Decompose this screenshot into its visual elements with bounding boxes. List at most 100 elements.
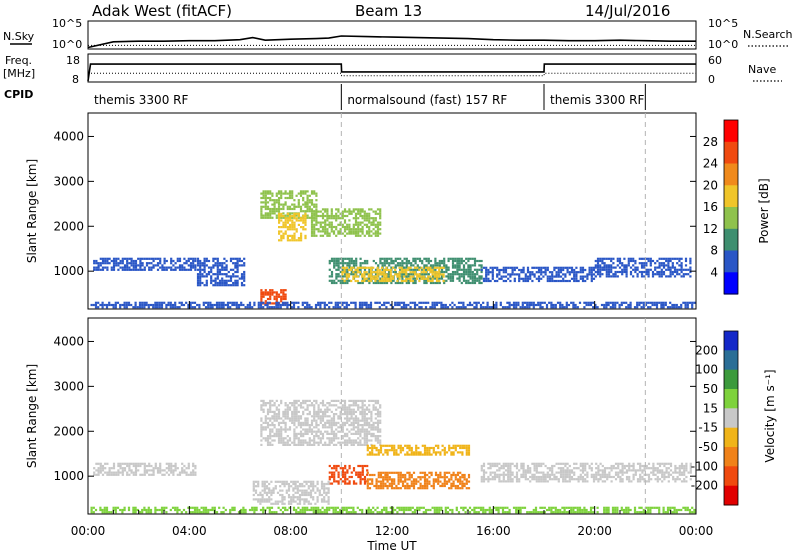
range-gate-cell [367,306,370,309]
range-gate-cell [522,471,525,474]
range-gate-cell [200,506,203,509]
range-gate-cell [356,268,359,272]
range-gate-cell [393,449,396,452]
range-gate-cell [363,415,366,418]
range-gate-cell [270,306,274,309]
freq-left-unit: [MHz] [3,67,35,80]
range-gate-cell [310,192,314,195]
range-gate-cell [643,275,646,278]
range-gate-cell [399,471,402,474]
range-gate-cell [346,257,349,260]
range-gate-cell [456,487,460,490]
range-gate-cell [372,275,375,278]
range-gate-cell [395,451,398,454]
range-gate-cell [277,210,281,213]
range-gate-cell [434,453,438,456]
range-gate-cell [572,303,575,307]
range-gate-cell [520,277,523,280]
range-gate-cell [260,439,263,442]
range-gate-cell [317,228,320,231]
range-gate-cell [400,268,403,272]
range-gate-cell [361,214,364,218]
range-gate-cell [243,257,246,260]
range-gate-cell [678,259,681,263]
range-gate-cell [193,306,197,309]
range-gate-cell [535,469,538,472]
range-gate-cell [640,257,644,260]
range-gate-cell [335,404,338,407]
range-gate-cell [363,421,366,424]
range-gate-cell [335,464,338,468]
range-gate-cell [315,194,318,197]
range-gate-cell [426,451,429,454]
range-gate-cell [502,279,505,283]
range-gate-cell [592,266,596,269]
noise-lines [87,35,696,49]
range-gate-cell [337,415,340,418]
range-gate-cell [218,270,222,274]
range-gate-cell [566,480,569,483]
range-gate-cell [410,264,413,267]
range-gate-cell [337,437,340,440]
range-gate-cell [352,259,356,263]
range-gate-cell [346,469,349,472]
range-gate-cell [313,408,316,411]
range-gate-cell [656,480,659,483]
range-gate-cell [429,275,432,278]
range-gate-cell [172,259,175,263]
range-gate-cell [317,415,320,418]
range-gate-cell [507,475,510,479]
range-gate-cell [266,207,270,211]
range-gate-cell [454,487,457,490]
range-gate-cell [669,273,672,276]
range-gate-cell [369,303,373,307]
range-gate-cell [575,279,578,283]
range-gate-cell [515,462,519,465]
range-gate-cell [117,262,120,265]
range-gate-cell [628,464,631,468]
range-gate-cell [324,426,327,429]
range-gate-cell [317,230,320,233]
range-gate-cell [396,264,400,267]
range-gate-cell [315,199,318,202]
range-gate-cell [297,443,300,446]
range-gate-cell [341,225,344,229]
range-gate-cell [159,257,162,260]
range-gate-cell [176,508,179,512]
range-gate-cell [566,469,569,472]
cpid-panel: CPID themis 3300 RF normalsound (fast) 15… [4,84,646,110]
range-gate-cell [333,262,336,265]
range-gate-cell [486,303,489,307]
range-gate-cell [388,484,391,488]
range-gate-cell [288,205,292,208]
range-gate-cell [128,266,131,269]
range-gate-cell [428,482,431,485]
range-gate-cell [661,471,664,474]
range-gate-cell [467,453,471,456]
range-gate-cell [132,259,135,263]
range-gate-cell [354,399,358,402]
range-gate-cell [266,205,270,208]
range-gate-cell [447,273,450,276]
range-gate-cell [387,301,390,304]
range-gate-cell [404,473,407,477]
range-gate-cell [134,306,137,309]
range-gate-cell [550,301,553,304]
range-gate-cell [310,232,314,235]
range-gate-cell [356,271,359,274]
range-gate-cell [341,257,345,260]
range-gate-cell [409,266,412,269]
range-gate-cell [507,467,510,470]
range-gate-cell [280,399,283,402]
range-gate-cell [563,306,566,309]
range-gate-cell [376,435,380,438]
range-gate-cell [187,303,190,307]
range-gate-cell [266,417,270,420]
range-gate-cell [200,511,203,514]
range-gate-cell [432,449,435,452]
range-gate-cell [130,259,133,263]
range-gate-cell [114,506,117,509]
range-gate-cell [673,257,677,260]
range-gate-cell [282,205,285,208]
range-gate-cell [607,273,611,276]
